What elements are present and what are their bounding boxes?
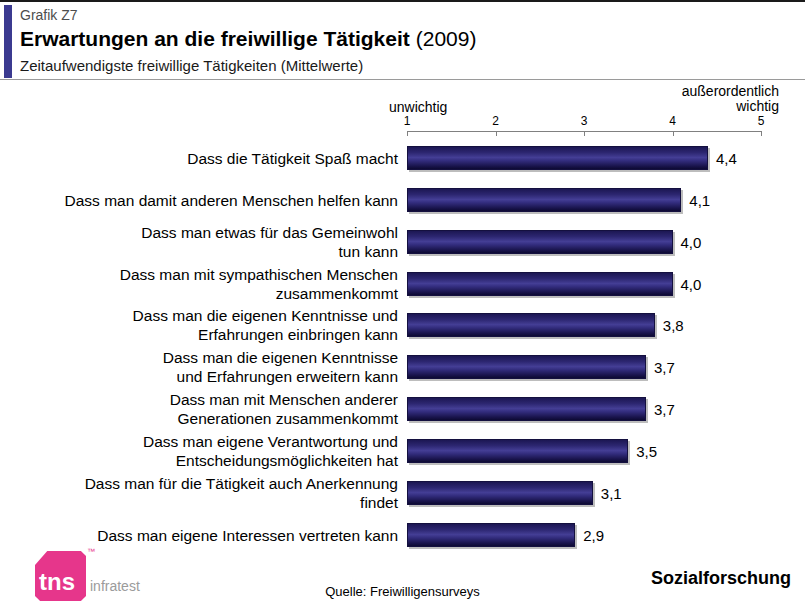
bar [407,439,628,463]
bar-row: Dass man eigene Verantwortung und Entsch… [0,430,805,472]
bar-row: Dass man die eigenen Kenntnisse und Erfa… [0,304,805,346]
axis-tick-label: 1 [404,114,411,128]
category-label: Dass man eigene Verantwortung und Entsch… [0,432,398,470]
bar-row: Dass man etwas für das Gemeinwohl tun ka… [0,221,805,263]
axis-tick-label: 3 [581,114,588,128]
axis-label-unwichtig: unwichtig [389,99,447,115]
bar [407,188,681,212]
category-label: Dass man die eigenen Kenntnisse und Erfa… [0,348,398,386]
bar [407,397,646,421]
bar [407,481,593,505]
bar [407,230,673,254]
value-label: 4,4 [716,150,737,167]
axis-tick-label: 5 [758,114,765,128]
value-label: 2,9 [583,526,604,543]
category-label: Dass man mit sympathischen Menschen zusa… [0,265,398,303]
top-border [0,0,805,2]
value-label: 3,7 [654,359,675,376]
page-subtitle: Zeitaufwendigste freiwillige Tätigkeiten… [20,57,363,74]
category-label: Dass man die eigenen Kenntnisse und Erfa… [0,306,398,344]
value-label: 3,5 [636,442,657,459]
bar-row: Dass man damit anderen Menschen helfen k… [0,179,805,221]
brand-text: Sozialforschung [651,568,791,589]
bar-row: Dass man die eigenen Kenntnisse und Erfa… [0,346,805,388]
category-label: Dass man für die Tätigkeit auch Anerkenn… [0,474,398,512]
page-title-text: Erwartungen an die freiwillige Tätigkeit [20,27,410,50]
value-label: 4,0 [681,275,702,292]
value-label: 3,1 [601,484,622,501]
bar-row: Dass man mit sympathischen Menschen zusa… [0,263,805,305]
bar [407,272,673,296]
header-divider [0,79,805,80]
category-label: Dass man damit anderen Menschen helfen k… [0,190,398,209]
bar-row: Dass man für die Tätigkeit auch Anerkenn… [0,472,805,514]
bar [407,146,708,170]
axis-tick-label: 2 [492,114,499,128]
page-title-year: (2009) [416,27,477,50]
category-label: Dass man etwas für das Gemeinwohl tun ka… [0,223,398,261]
value-label: 3,8 [663,317,684,334]
bar [407,313,655,337]
category-label: Dass die Tätigkeit Spaß macht [0,149,398,168]
value-label: 3,7 [654,401,675,418]
bar-row: Dass man mit Menschen anderer Generation… [0,388,805,430]
value-label: 4,0 [681,233,702,250]
bar-row: Dass die Tätigkeit Spaß macht 4,4 [0,137,805,179]
category-label: Dass man mit Menschen anderer Generation… [0,390,398,428]
trademark-icon: ™ [87,547,95,556]
axis-label-wichtig: außerordentlich wichtig [682,84,779,114]
bar [407,355,646,379]
slide: Grafik Z7 Erwartungen an die freiwillige… [0,0,805,604]
grafik-label: Grafik Z7 [20,7,78,23]
axis-line [407,131,762,132]
header-accent-bar [4,5,12,78]
value-label: 4,1 [689,191,710,208]
bar [407,523,575,547]
category-label: Dass man eigene Interessen vertreten kan… [0,525,398,544]
axis-tick-label: 4 [669,114,676,128]
page-title: Erwartungen an die freiwillige Tätigkeit… [20,27,476,51]
